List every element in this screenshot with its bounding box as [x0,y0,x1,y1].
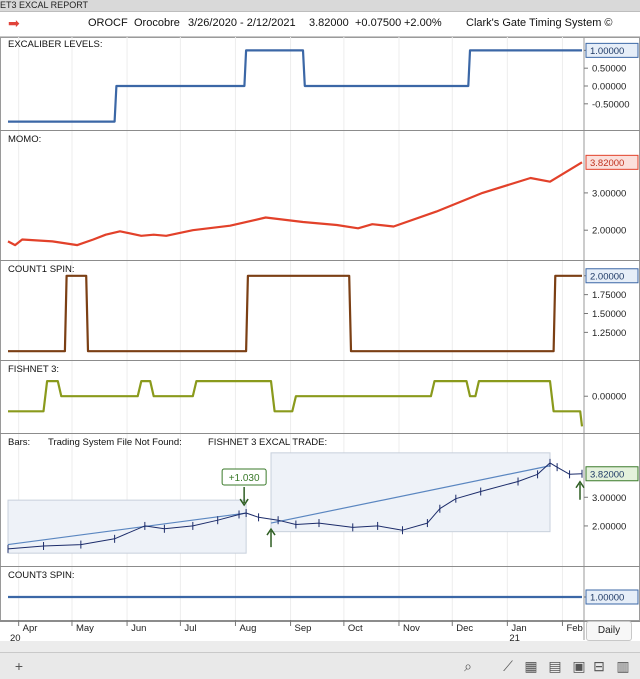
y-tick-label: 1.75000 [592,290,626,301]
symbol-label: OROCF [88,17,128,29]
y-tick-label: 3.00000 [592,188,626,199]
x-tick-label: Jan [511,623,526,634]
chart-svg[interactable]: 1.00000 0.50000 0.00000 -0.50000 EXCALIBER L… [0,37,640,644]
arrow-right-icon[interactable]: ➡ [8,15,20,31]
y-tick-label: 1.50000 [592,309,626,320]
trade-zone [7,499,247,554]
grid-icon[interactable]: ▦ [524,658,538,674]
last-price: 3.82000 [309,17,349,29]
last-value-label: 2.00000 [590,271,624,282]
legend-entry: FISHNET 3 EXCAL TRADE: [208,437,327,448]
trade-gain-label: +1.030 [229,473,260,484]
x-tick-label: Feb [566,623,582,634]
bottom-toolbar: + ⌕ ⟋ ▦ ▤ ▣ ⊟ ▥ [0,652,640,679]
y-tick-label: 2.00000 [592,521,626,532]
series-line [8,274,582,353]
y-tick-label: 0.50000 [592,64,626,75]
system-name: Clark's Gate Timing System © [466,17,613,29]
book-icon[interactable]: ⊟ [593,658,605,674]
panel-title: Bars: [8,437,30,448]
y-tick-label: 0.00000 [592,82,626,93]
last-value-box [585,42,639,58]
year-label: 21 [509,633,520,641]
panel-title: COUNT3 SPIN: [8,570,75,581]
panel-title: COUNT1 SPIN: [8,264,75,275]
series-line [8,49,582,123]
buy-arrow-icon [266,527,276,548]
last-value-box [585,589,639,605]
last-value-box [585,466,639,482]
line-chart-icon[interactable]: ⟋ [503,658,513,674]
last-value-label: 3.82000 [590,469,624,480]
panel-title: EXCALIBER LEVELS: [8,39,103,50]
last-value-box [585,154,639,170]
trade-gain-box [221,468,267,486]
buy-arrow-icon [575,480,585,500]
x-tick-label: Oct [348,623,363,634]
year-label: 20 [10,633,21,641]
last-value-label: 3.82000 [590,158,624,169]
window-titlebar: ET3 EXCAL REPORT [0,0,640,12]
y-tick-label: 1.25000 [592,328,626,339]
period-button[interactable]: Daily [586,621,632,641]
layout-icon[interactable]: ▣ [572,658,586,674]
x-tick-label: Jul [184,623,196,634]
x-tick-label: Apr [23,623,38,634]
window-title: ET3 EXCAL REPORT [0,0,89,10]
x-tick-label: Aug [239,623,256,634]
last-value-label: 1.00000 [590,46,624,57]
x-tick-label: May [76,623,94,634]
x-tick-label: Nov [403,623,420,634]
company-name: Orocobre [134,17,180,29]
plus-icon[interactable]: + [14,658,24,674]
panel-title: MOMO: [8,134,41,145]
last-value-label: 1.00000 [590,593,624,604]
search-icon[interactable]: ⌕ [464,658,472,674]
y-tick-label: 2.00000 [592,226,626,237]
chart-header: ➡ OROCF Orocobre 3/26/2020 - 2/12/2021 3… [0,12,640,37]
percent-change: +2.00% [404,17,442,29]
columns-icon[interactable]: ▥ [616,658,630,674]
y-tick-label: 0.00000 [592,392,626,403]
x-tick-label: Jun [131,623,146,634]
legend-entry: Trading System File Not Found: [48,437,182,448]
panel-title: FISHNET 3: [8,364,59,375]
trade-trendline [270,465,551,524]
panel-icon[interactable]: ▤ [548,658,562,674]
trade-trendline [7,512,247,546]
series-line [7,161,583,247]
x-tick-label: Dec [456,623,473,634]
sell-arrow-icon [239,487,249,507]
date-range: 3/26/2020 - 2/12/2021 [188,17,296,29]
y-tick-label: 3.00000 [592,493,626,504]
x-tick-label: Sep [295,623,312,634]
last-value-box [585,268,639,284]
trade-zone [270,452,551,533]
series-line [8,380,584,427]
chart-area[interactable]: 1.00000 0.50000 0.00000 -0.50000 EXCALIBER L… [0,37,640,644]
price-change: +0.07500 [355,17,402,29]
y-tick-label: -0.50000 [592,99,630,110]
